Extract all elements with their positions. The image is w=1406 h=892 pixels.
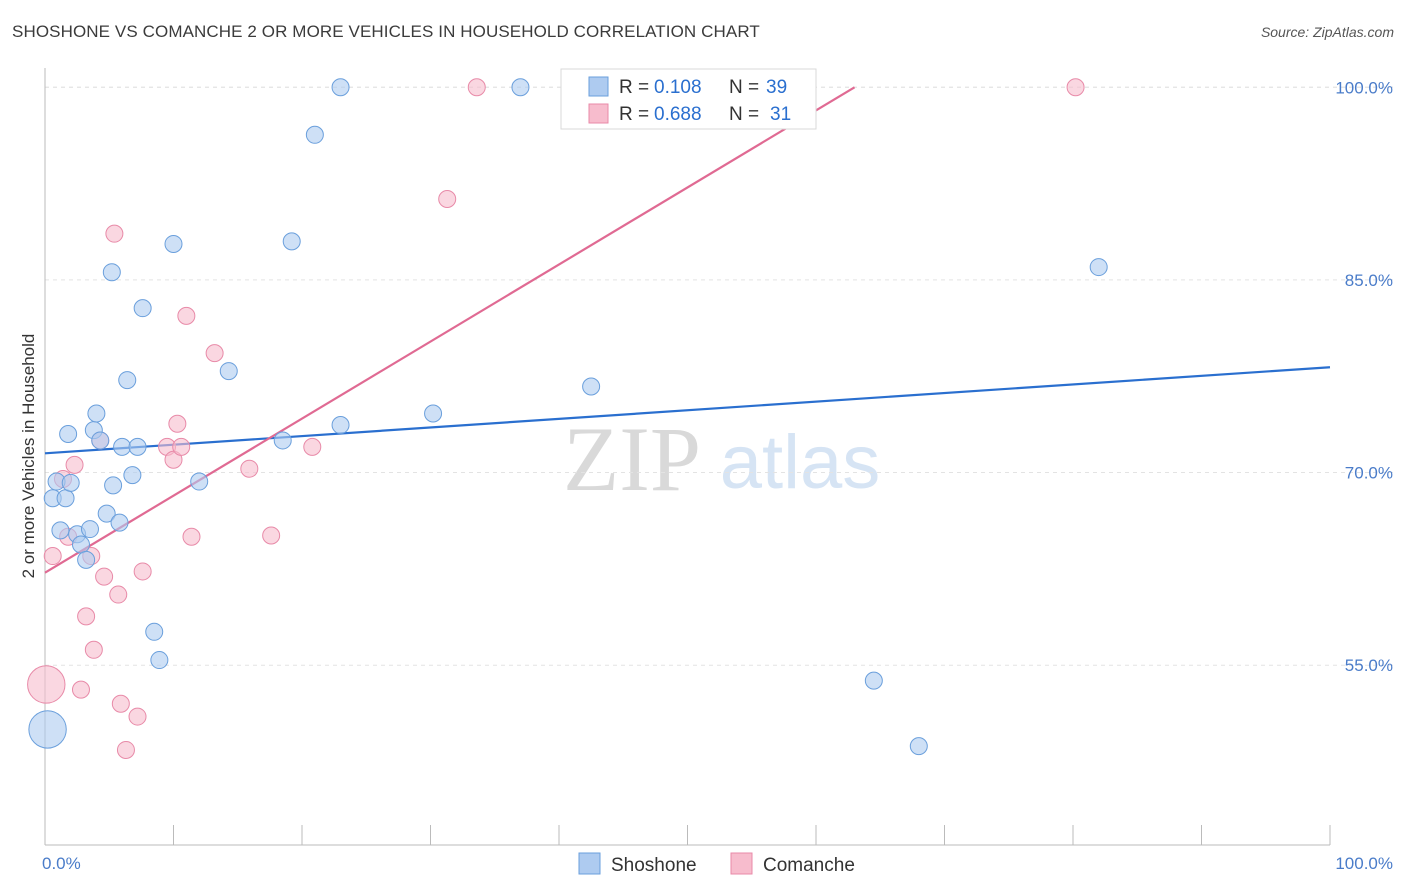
data-point-shoshone <box>77 550 96 569</box>
data-point-comanche <box>177 306 196 325</box>
legend: R = 0.108 N = 39 R = 0.688 N = 31 <box>560 68 817 130</box>
data-point-comanche <box>205 344 224 363</box>
data-points <box>27 78 1108 759</box>
y-tick-label: 55.0% <box>1345 656 1393 675</box>
y-tick-label: 100.0% <box>1335 78 1393 97</box>
legend-n-label-comanche: N = <box>729 104 759 125</box>
bottom-legend-label-comanche: Comanche <box>763 855 855 876</box>
data-point-comanche <box>168 414 187 433</box>
trend-lines <box>44 86 1331 574</box>
bottom-legend-label-shoshone: Shoshone <box>611 855 697 876</box>
data-point-comanche <box>438 189 457 208</box>
data-point-comanche <box>111 694 130 713</box>
data-point-comanche <box>43 547 62 566</box>
data-point-comanche <box>172 437 191 456</box>
legend-n-value-comanche: 31 <box>770 104 791 125</box>
bottom-legend-swatch-shoshone <box>578 852 601 875</box>
watermark: ZIP atlas <box>563 408 880 510</box>
data-point-comanche <box>128 707 147 726</box>
data-point-shoshone <box>331 78 350 97</box>
data-point-comanche <box>71 680 90 699</box>
y-tick-label: 70.0% <box>1345 464 1393 483</box>
data-point-shoshone <box>56 489 75 508</box>
bottom-legend-swatch-comanche <box>730 852 753 875</box>
data-point-shoshone <box>91 431 110 450</box>
data-point-shoshone <box>424 404 443 423</box>
legend-swatch-shoshone <box>588 76 609 97</box>
chart-title: SHOSHONE VS COMANCHE 2 OR MORE VEHICLES … <box>12 22 760 41</box>
legend-r-value-shoshone: 0.108 <box>654 77 702 98</box>
data-point-shoshone <box>113 437 132 456</box>
data-point-shoshone <box>150 651 169 670</box>
data-point-comanche <box>95 567 114 586</box>
data-point-comanche <box>77 607 96 626</box>
data-point-comanche <box>262 526 281 545</box>
data-point-comanche <box>105 224 124 243</box>
data-point-shoshone <box>61 473 80 492</box>
data-point-shoshone <box>102 263 121 282</box>
bottom-legend: Shoshone Comanche <box>578 852 855 876</box>
x-tick-label: 100.0% <box>1335 854 1393 873</box>
data-point-comanche <box>116 740 135 759</box>
data-point-shoshone <box>59 425 78 444</box>
y-tick-labels: 55.0% 70.0% 85.0% 100.0% <box>1335 78 1393 675</box>
data-point-shoshone <box>71 535 90 554</box>
x-tick-labels: 0.0% 100.0% <box>42 854 1393 873</box>
data-point-shoshone <box>331 416 350 435</box>
trend-line-shoshone <box>44 366 1331 455</box>
source-label: Source: ZipAtlas.com <box>1260 24 1394 40</box>
data-point-shoshone <box>80 520 99 539</box>
data-point-shoshone <box>582 377 601 396</box>
data-point-shoshone <box>1089 258 1108 277</box>
data-point-shoshone <box>104 476 123 495</box>
data-point-shoshone <box>51 521 70 540</box>
data-point-comanche <box>133 562 152 581</box>
data-point-comanche <box>1066 78 1085 97</box>
data-point-comanche <box>467 78 486 97</box>
data-point-shoshone <box>909 737 928 756</box>
data-point-comanche <box>65 455 84 474</box>
data-point-comanche <box>303 437 322 456</box>
data-point-shoshone <box>190 472 209 491</box>
data-point-shoshone <box>164 234 183 253</box>
data-point-shoshone <box>123 466 142 485</box>
data-point-shoshone <box>28 710 67 749</box>
y-axis-title: 2 or more Vehicles in Household <box>19 334 38 579</box>
data-point-shoshone <box>511 78 530 97</box>
data-point-shoshone <box>864 671 883 690</box>
legend-n-label-shoshone: N = <box>729 77 759 98</box>
data-point-shoshone <box>118 371 137 390</box>
data-point-comanche <box>240 459 259 478</box>
data-point-comanche <box>182 527 201 546</box>
data-point-shoshone <box>145 622 164 641</box>
data-point-comanche <box>84 640 103 659</box>
axes <box>44 68 1331 846</box>
legend-swatch-comanche <box>588 103 609 124</box>
data-point-shoshone <box>97 504 116 523</box>
data-point-shoshone <box>133 299 152 318</box>
x-tick-label: 0.0% <box>42 854 81 873</box>
legend-n-value-shoshone: 39 <box>766 77 787 98</box>
watermark-atlas: atlas <box>720 420 881 505</box>
legend-r-value-comanche: 0.688 <box>654 104 702 125</box>
data-point-shoshone <box>219 362 238 381</box>
data-point-shoshone <box>273 431 292 450</box>
watermark-zip: ZIP <box>563 408 701 510</box>
data-point-shoshone <box>128 437 147 456</box>
y-tick-label: 85.0% <box>1345 271 1393 290</box>
legend-r-label-shoshone: R = <box>619 77 649 98</box>
data-point-shoshone <box>282 232 301 251</box>
data-point-shoshone <box>305 125 324 144</box>
data-point-shoshone <box>87 404 106 423</box>
data-point-comanche <box>27 665 66 704</box>
trend-line-comanche <box>44 86 856 574</box>
data-point-shoshone <box>110 513 129 532</box>
data-point-comanche <box>109 585 128 604</box>
legend-r-label-comanche: R = <box>619 104 649 125</box>
